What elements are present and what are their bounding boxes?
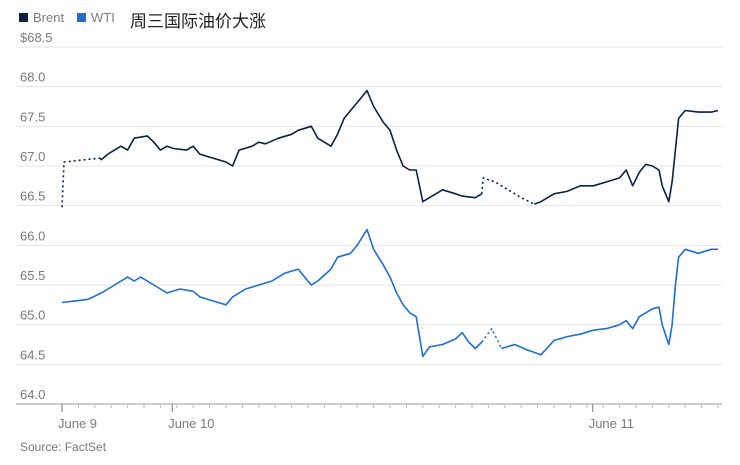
series-line-brent [99, 89, 483, 203]
series-wti [61, 228, 718, 358]
source-note: Source: FactSet [20, 440, 107, 454]
y-tick-label: 67.5 [20, 109, 45, 124]
legend-swatch-wti [77, 13, 86, 22]
series-brent [61, 89, 719, 208]
series-line-wti [481, 327, 503, 349]
series-line-brent [534, 109, 719, 205]
series-line-wti [501, 248, 718, 356]
y-tick-label: 67.0 [20, 149, 45, 164]
series-line-brent [61, 157, 101, 208]
series-layer [61, 89, 719, 358]
legend-label-brent: Brent [33, 10, 64, 25]
y-tick-label: 66.0 [20, 228, 45, 243]
y-axis-ticks: $68.5 68.0 67.5 67.0 66.5 66.0 65.5 65.0 64.5 64.… [20, 30, 53, 402]
y-tick-label: 66.5 [20, 189, 45, 204]
y-tick-label: 65.0 [20, 308, 45, 323]
x-axis: June 9 June 10 June 11 [58, 404, 719, 431]
chart-title: 周三国际油价大涨 [130, 12, 266, 32]
y-tick-label: 65.5 [20, 268, 45, 283]
legend: Brent WTI [19, 10, 115, 25]
legend-swatch-brent [19, 13, 28, 22]
y-tick-label: 64.5 [20, 347, 45, 362]
y-tick-label: 64.0 [20, 387, 45, 402]
x-tick-label: June 11 [589, 416, 634, 431]
gridlines [16, 46, 722, 405]
legend-label-wti: WTI [91, 10, 115, 25]
series-line-wti [61, 228, 483, 358]
x-tick-label: June 10 [168, 416, 214, 431]
y-tick-label: 68.0 [20, 70, 45, 85]
series-line-brent [481, 177, 535, 205]
x-tick-label: June 9 [58, 416, 97, 431]
y-tick-label: $68.5 [20, 30, 53, 45]
